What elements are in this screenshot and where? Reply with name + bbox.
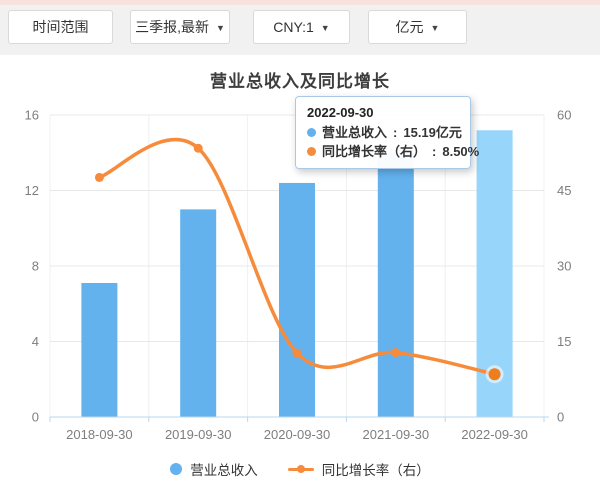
left-axis-tick-label: 4 (32, 334, 39, 349)
legend-circle-icon (170, 463, 183, 475)
data-point[interactable] (94, 172, 104, 182)
left-axis-tick-label: 16 (25, 108, 39, 123)
unit-label: 亿元 (395, 19, 424, 35)
legend-line-dot (296, 465, 305, 473)
data-point[interactable] (391, 348, 401, 358)
legend-item-growth[interactable]: 同比增长率（右） (287, 459, 430, 479)
left-axis-tick-label: 0 (32, 410, 39, 425)
x-axis-category-label: 2018-09-30 (66, 427, 133, 442)
tooltip-row-growth: 同比增长率（右）: 8.50% (307, 143, 479, 160)
report-period-dropdown[interactable]: 三季报,最新 ▼ (130, 10, 230, 44)
tooltip-row-separator: : (432, 144, 437, 159)
data-point[interactable] (292, 348, 302, 358)
filter-toolbar: 时间范围 三季报,最新 ▼ CNY:1 ▼ 亿元 ▼ (0, 5, 600, 55)
legend-item-label: 营业总收入 (190, 463, 258, 478)
currency-dropdown[interactable]: CNY:1 ▼ (253, 10, 350, 44)
x-axis-category-label: 2021-09-30 (363, 427, 430, 442)
series-dot-icon (307, 128, 316, 137)
unit-dropdown[interactable]: 亿元 ▼ (368, 10, 467, 44)
legend-item-label: 同比增长率（右） (321, 463, 430, 478)
tooltip-row-separator: : (393, 125, 398, 140)
chevron-down-icon: ▼ (320, 22, 330, 33)
right-axis-tick-label: 30 (557, 259, 571, 274)
right-axis-tick-label: 60 (557, 108, 571, 123)
time-range-label: 时间范围 (32, 19, 89, 35)
series-dot-icon (307, 147, 316, 156)
currency-label: CNY:1 (273, 19, 314, 35)
bar-2018-09-30[interactable] (81, 282, 118, 417)
page-top-accent-strip (0, 0, 600, 5)
chart-plot: 0 4 8 12 16 0 15 30 45 60 2018-09-30 2019-09-30 2020… (25, 108, 572, 443)
chart-card: 营业总收入及同比增长 0 4 8 12 16 0 15 30 45 60 2018-09-30 201… (0, 55, 600, 494)
left-axis-tick-label: 12 (25, 183, 39, 198)
right-axis-tick-label: 15 (557, 334, 571, 349)
tooltip-row-value: 8.50% (442, 144, 480, 159)
tooltip-row-label: 营业总收入 (322, 125, 388, 140)
left-axis-tick-label: 8 (32, 259, 39, 274)
tooltip-row-label: 同比增长率（右） (322, 144, 427, 159)
tooltip-row-revenue: 营业总收入: 15.19亿元 (307, 124, 462, 141)
right-axis-tick-label: 0 (557, 410, 564, 425)
time-range-button[interactable]: 时间范围 (8, 10, 113, 44)
legend-item-revenue[interactable]: 营业总收入 (170, 459, 258, 479)
growth-line-series (97, 137, 497, 376)
tooltip-row-value: 15.19亿元 (403, 125, 462, 140)
legend: 营业总收入 同比增长率（右） (0, 459, 600, 479)
bar-2021-09-30[interactable] (377, 152, 414, 417)
x-axis-category-label: 2022-09-30 (461, 427, 528, 442)
x-axis-category-label: 2020-09-30 (264, 427, 331, 442)
chevron-down-icon: ▼ (215, 22, 225, 33)
chart-title: 营业总收入及同比增长 (210, 72, 390, 91)
x-axis-category-label: 2019-09-30 (165, 427, 232, 442)
data-point[interactable] (193, 143, 203, 153)
tooltip-date: 2022-09-30 (307, 105, 374, 120)
tooltip: 2022-09-30 营业总收入: 15.19亿元 同比增长率（右）: 8.50… (295, 96, 479, 169)
report-period-label: 三季报,最新 (135, 19, 209, 35)
right-axis-tick-label: 45 (557, 183, 571, 198)
bar-2019-09-30[interactable] (180, 209, 217, 417)
legend-line-icon (287, 463, 314, 475)
bar-2020-09-30[interactable] (279, 182, 315, 417)
chevron-down-icon: ▼ (430, 22, 440, 33)
data-point-highlighted[interactable] (488, 368, 501, 381)
